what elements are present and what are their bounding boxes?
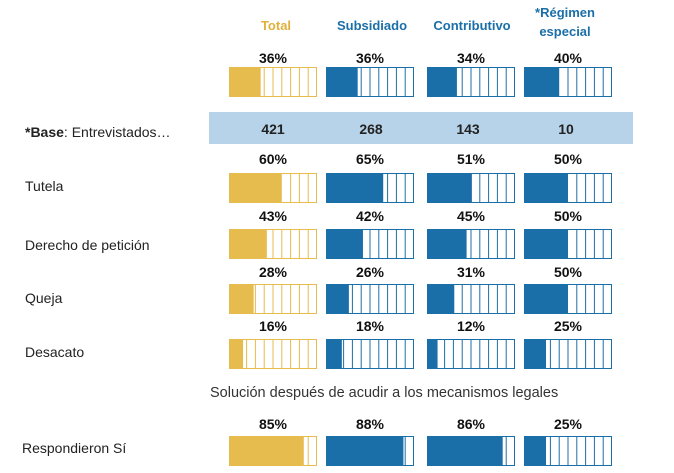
bar-label-subsidiado-row0: 36% (355, 50, 385, 66)
bar-fill-total-row4 (229, 339, 244, 369)
bar-fill-contributivo-row1 (427, 173, 472, 203)
header-regimen-line2: especial (539, 24, 591, 39)
bar-label-total-row0: 36% (258, 50, 288, 66)
bar-subsidiado-row5 (326, 436, 414, 466)
bar-fill-total-row2 (229, 229, 267, 259)
bar-label-regimen-row4: 25% (553, 318, 583, 334)
bar-total-row0 (229, 67, 317, 97)
bar-total-row4 (229, 339, 317, 369)
row-label-derecho-peticion: Derecho de petición (25, 237, 150, 253)
bar-label-subsidiado-row1: 65% (355, 151, 385, 167)
bar-subsidiado-row4 (326, 339, 414, 369)
bar-fill-subsidiado-row0 (326, 67, 358, 97)
base-value-regimen: 10 (558, 121, 574, 137)
bar-regimen-row0 (524, 67, 612, 97)
bar-label-contributivo-row0: 34% (456, 50, 486, 66)
bar-label-subsidiado-row4: 18% (355, 318, 385, 334)
bar-fill-regimen-row2 (524, 229, 568, 259)
bar-label-total-row5: 85% (258, 416, 288, 432)
bar-regimen-row4 (524, 339, 612, 369)
row-label-tutela: Tutela (25, 178, 64, 194)
bar-label-contributivo-row5: 86% (456, 416, 486, 432)
base-value-total: 421 (261, 121, 285, 137)
bar-label-contributivo-row3: 31% (456, 264, 486, 280)
bar-total-row5 (229, 436, 317, 466)
bar-fill-regimen-row1 (524, 173, 568, 203)
bar-label-contributivo-row2: 45% (456, 208, 486, 224)
base-value-contributivo: 143 (456, 121, 480, 137)
header-regimen-especial: *Régimen especial (520, 3, 610, 41)
bar-label-subsidiado-row3: 26% (355, 264, 385, 280)
bar-label-contributivo-row4: 12% (456, 318, 486, 334)
bar-fill-regimen-row4 (524, 339, 546, 369)
bar-label-regimen-row3: 50% (553, 264, 583, 280)
bar-label-regimen-row5: 25% (553, 416, 583, 432)
base-label-bold: *Base (25, 124, 64, 140)
bar-fill-contributivo-row2 (427, 229, 467, 259)
bar-subsidiado-row1 (326, 173, 414, 203)
bar-fill-regimen-row3 (524, 284, 568, 314)
bar-label-contributivo-row1: 51% (456, 151, 486, 167)
bar-contributivo-row2 (427, 229, 515, 259)
bar-regimen-row1 (524, 173, 612, 203)
header-contributivo: Contributivo (433, 18, 511, 33)
bar-fill-contributivo-row4 (427, 339, 438, 369)
bar-subsidiado-row3 (326, 284, 414, 314)
bar-contributivo-row4 (427, 339, 515, 369)
bar-regimen-row2 (524, 229, 612, 259)
bar-fill-regimen-row5 (524, 436, 546, 466)
row-label-queja: Queja (25, 290, 63, 306)
bar-fill-regimen-row0 (524, 67, 560, 97)
bar-fill-total-row3 (229, 284, 254, 314)
bar-label-regimen-row0: 40% (553, 50, 583, 66)
bar-regimen-row5 (524, 436, 612, 466)
bar-fill-total-row5 (229, 436, 304, 466)
bar-contributivo-row5 (427, 436, 515, 466)
bar-contributivo-row0 (427, 67, 515, 97)
bar-fill-subsidiado-row1 (326, 173, 384, 203)
bar-label-regimen-row2: 50% (553, 208, 583, 224)
header-subsidiado: Subsidiado (336, 18, 408, 33)
bar-fill-subsidiado-row3 (326, 284, 349, 314)
base-label: *Base: Entrevistados… (25, 124, 171, 140)
bar-fill-contributivo-row5 (427, 436, 503, 466)
bar-subsidiado-row2 (326, 229, 414, 259)
bar-contributivo-row3 (427, 284, 515, 314)
bar-label-total-row4: 16% (258, 318, 288, 334)
bar-fill-contributivo-row3 (427, 284, 455, 314)
section-subtitle: Solución después de acudir a los mecanis… (210, 385, 559, 401)
bar-fill-total-row0 (229, 67, 261, 97)
base-label-rest: : Entrevistados… (63, 124, 171, 140)
bar-regimen-row3 (524, 284, 612, 314)
bar-label-regimen-row1: 50% (553, 151, 583, 167)
bar-label-total-row2: 43% (258, 208, 288, 224)
bar-fill-contributivo-row0 (427, 67, 457, 97)
bar-total-row2 (229, 229, 317, 259)
bar-fill-subsidiado-row5 (326, 436, 404, 466)
bar-total-row1 (229, 173, 317, 203)
row-label-desacato: Desacato (25, 344, 85, 360)
bar-label-total-row3: 28% (258, 264, 288, 280)
bar-fill-subsidiado-row2 (326, 229, 363, 259)
bar-fill-total-row1 (229, 173, 282, 203)
bar-subsidiado-row0 (326, 67, 414, 97)
header-regimen-line1: *Régimen (535, 5, 595, 20)
header-total: Total (260, 18, 292, 33)
bar-total-row3 (229, 284, 317, 314)
base-value-subsidiado: 268 (359, 121, 383, 137)
bar-label-subsidiado-row5: 88% (355, 416, 385, 432)
bar-fill-subsidiado-row4 (326, 339, 342, 369)
bar-contributivo-row1 (427, 173, 515, 203)
base-band (209, 112, 633, 144)
bar-label-subsidiado-row2: 42% (355, 208, 385, 224)
row-label-respondieron-si: Respondieron Sí (22, 440, 127, 456)
bar-label-total-row1: 60% (258, 151, 288, 167)
